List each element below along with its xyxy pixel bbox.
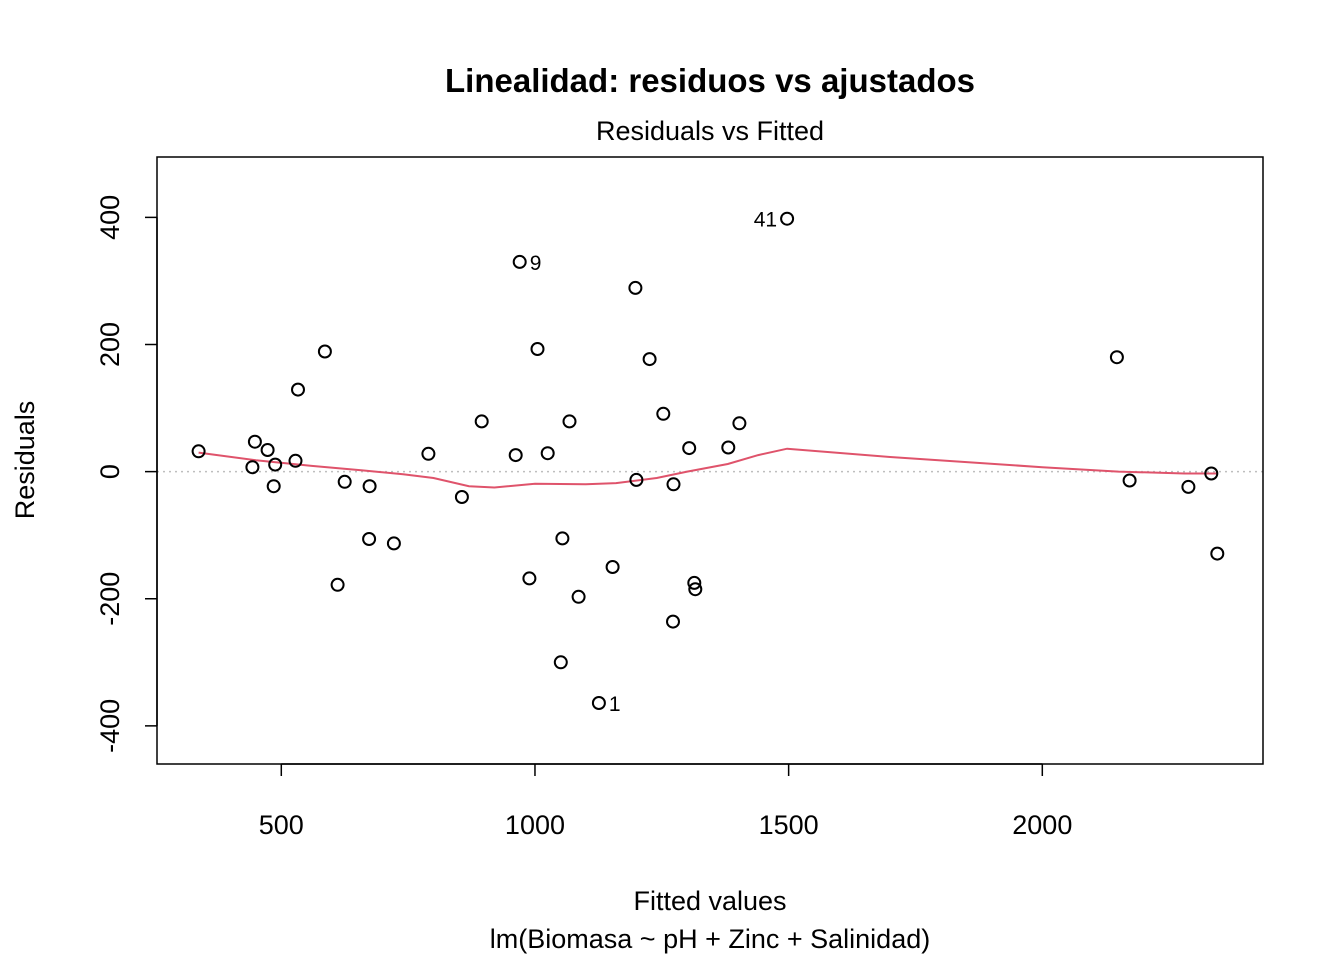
y-tick-label: 0 <box>95 464 125 479</box>
data-point <box>1210 546 1225 561</box>
smoother-curve <box>198 447 1218 489</box>
x-axis: 500 1000 1500 2000 <box>259 763 1072 840</box>
data-point <box>628 280 643 295</box>
data-point <box>508 448 523 463</box>
data-point <box>553 655 568 670</box>
smoother-line <box>198 447 1218 489</box>
y-axis-label: Residuals <box>10 401 40 520</box>
data-point <box>591 696 606 710</box>
data-point <box>260 443 275 457</box>
data-point <box>629 472 644 487</box>
y-tick-label: -400 <box>95 699 125 753</box>
data-point <box>330 577 345 592</box>
x-tick-label: 1500 <box>759 810 819 840</box>
data-point <box>687 575 702 590</box>
point-labels: 9 1 41 <box>530 209 777 716</box>
data-point <box>530 342 545 356</box>
residual-points <box>191 211 1225 710</box>
data-point <box>1122 473 1137 488</box>
x-tick-label: 500 <box>259 810 304 840</box>
data-point <box>682 441 697 456</box>
x-axis-sublabel: lm(Biomasa ~ pH + Zinc + Salinidad) <box>490 924 930 954</box>
data-point <box>386 536 401 551</box>
data-point <box>291 382 305 397</box>
data-point <box>337 474 352 489</box>
data-point <box>688 582 703 597</box>
data-point <box>421 446 436 461</box>
data-point <box>540 446 555 461</box>
y-tick-label: 400 <box>95 195 125 240</box>
data-point <box>780 211 795 226</box>
data-point <box>1204 466 1219 481</box>
data-point <box>656 406 671 421</box>
data-point <box>317 344 332 359</box>
x-axis-label: Fitted values <box>633 886 786 916</box>
y-tick-label: -200 <box>95 572 125 626</box>
chart-title: Linealidad: residuos vs ajustados <box>445 62 975 99</box>
data-point <box>732 416 747 431</box>
point-label: 9 <box>530 252 542 275</box>
data-point <box>474 414 489 429</box>
data-point <box>522 571 537 586</box>
data-point <box>571 589 586 604</box>
data-point <box>454 490 469 504</box>
x-tick-label: 1000 <box>505 810 565 840</box>
point-label: 41 <box>754 209 777 232</box>
data-point <box>721 440 736 455</box>
data-point <box>191 444 206 459</box>
x-tick-label: 2000 <box>1012 810 1072 840</box>
data-point <box>268 457 283 472</box>
chart-subtitle: Residuals vs Fitted <box>596 116 824 146</box>
data-point <box>1181 479 1196 494</box>
data-point <box>245 460 260 475</box>
data-point <box>247 434 262 449</box>
data-point <box>362 479 377 494</box>
data-point <box>288 453 303 468</box>
data-point <box>562 414 577 429</box>
data-point <box>666 477 681 492</box>
data-point <box>642 352 657 367</box>
y-axis: -400 -200 0 200 400 <box>95 195 158 753</box>
data-point <box>555 531 570 546</box>
data-point <box>266 479 281 494</box>
data-point <box>1109 350 1124 365</box>
data-point <box>666 614 680 629</box>
plot-frame <box>156 156 1264 765</box>
y-tick-label: 200 <box>95 322 125 367</box>
data-point <box>362 532 377 546</box>
data-point <box>605 560 620 574</box>
data-point <box>512 254 527 269</box>
point-label: 1 <box>609 693 621 716</box>
